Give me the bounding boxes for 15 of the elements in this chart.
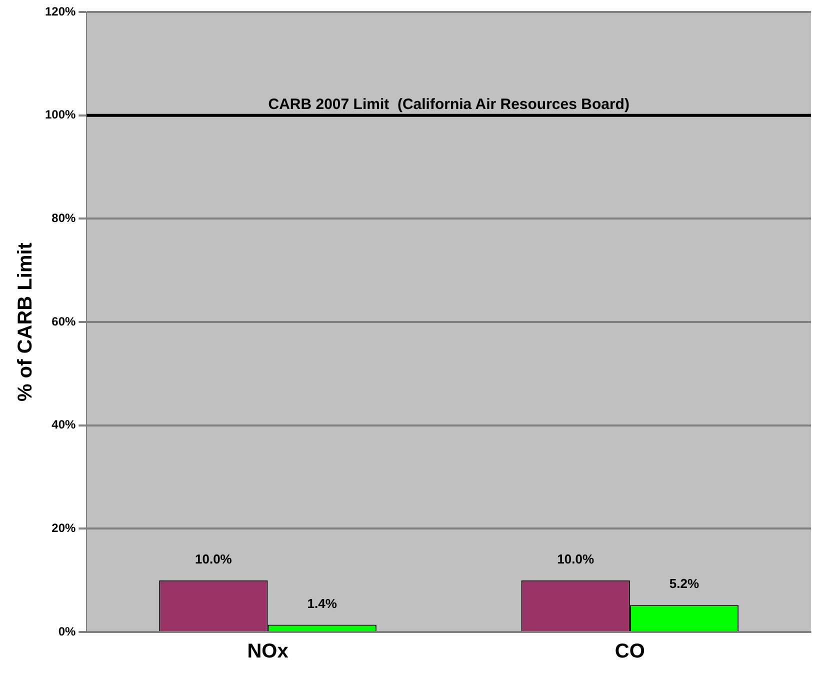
data-label: 5.2% [669, 576, 700, 592]
y-axis-title: % of CARB Limit [14, 242, 37, 402]
data-label: 10.0% [195, 551, 232, 566]
y-tick-label: 20% [52, 520, 76, 535]
ref-line-label: CARB 2007 Limit (California Air Resources Board) [268, 96, 630, 113]
y-tick-label: 0% [58, 624, 76, 638]
y-tick-label: 120% [44, 4, 76, 18]
data-label: 10.0% [557, 551, 594, 566]
y-tick-label: 80% [52, 210, 76, 225]
y-tick-label: 60% [52, 314, 76, 328]
x-tick-label: CO [614, 640, 645, 663]
x-tick-label: NOx [247, 640, 288, 663]
y-tick-label: 100% [44, 108, 76, 122]
y-tick-label: 40% [52, 418, 76, 432]
data-label: 1.4% [307, 596, 338, 611]
